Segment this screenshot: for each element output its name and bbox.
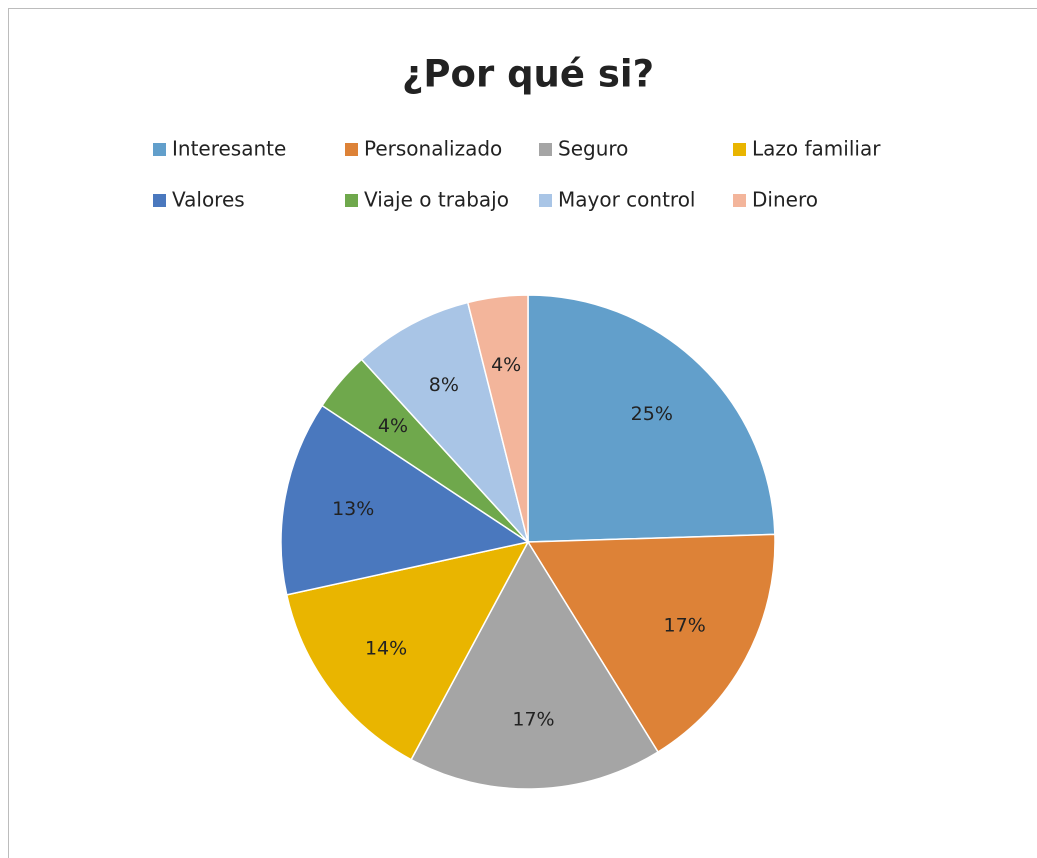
legend-swatch — [153, 143, 166, 156]
pie-slice — [466, 294, 529, 543]
pie-slice — [526, 533, 776, 754]
legend-label: Mayor control — [558, 188, 696, 212]
chart-title: ¿Por qué si? — [402, 53, 654, 96]
legend-label: Dinero — [752, 188, 818, 212]
legend-label: Lazo familiar — [752, 137, 881, 161]
legend-label: Seguro — [558, 137, 628, 161]
legend-label: Valores — [172, 188, 245, 212]
data-label: 25% — [631, 403, 673, 425]
legend-label: Interesante — [172, 137, 286, 161]
pie-slice — [280, 404, 530, 596]
data-label: 14% — [365, 638, 407, 660]
data-label: 13% — [332, 498, 374, 520]
pie-slice — [360, 301, 529, 543]
legend-label: Viaje o trabajo — [364, 188, 509, 212]
pie-slice — [410, 540, 660, 790]
data-label: 17% — [664, 615, 706, 637]
pie-slice — [285, 540, 530, 761]
data-label: 4% — [378, 415, 408, 437]
legend-swatch — [733, 143, 746, 156]
legend-swatch — [345, 143, 358, 156]
legend-swatch — [539, 194, 552, 207]
data-label: 17% — [512, 708, 554, 730]
legend-swatch — [345, 194, 358, 207]
legend-swatch — [153, 194, 166, 207]
pie-slice — [527, 294, 776, 543]
data-label: 8% — [429, 374, 459, 396]
legend-swatch — [539, 143, 552, 156]
legend-swatch — [733, 194, 746, 207]
data-label: 4% — [491, 354, 521, 376]
legend-label: Personalizado — [364, 137, 502, 161]
